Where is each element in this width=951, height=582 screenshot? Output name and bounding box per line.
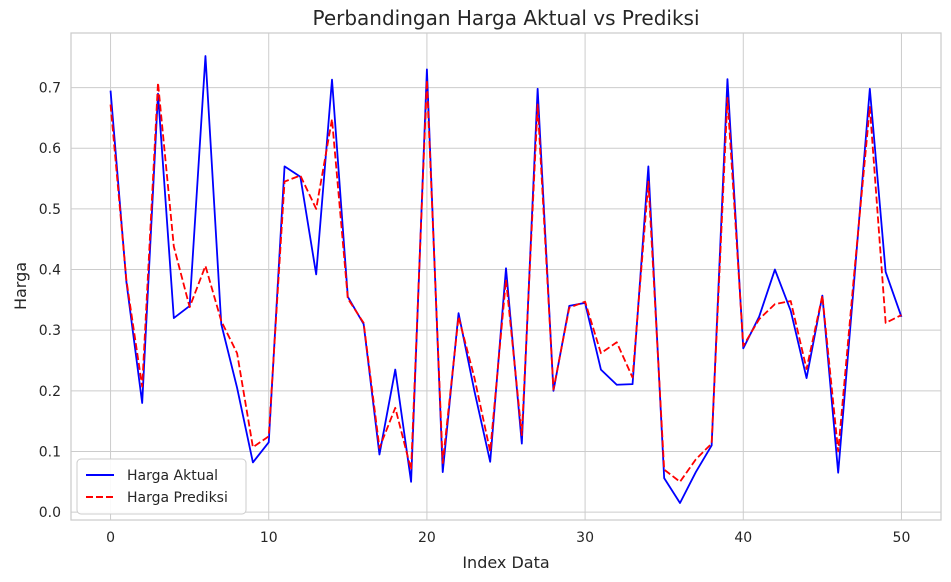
legend-box [76,458,247,515]
y-tick-label: 0.5 [39,202,61,218]
legend-label-harga-prediksi: Harga Prediksi [127,490,228,506]
x-tick-label: 10 [260,530,278,546]
y-axis-label: Harga [11,262,30,310]
chart-title: Perbandingan Harga Aktual vs Prediksi [312,6,699,30]
series-line-harga-aktual [109,55,903,504]
y-tick-label: 0.7 [39,81,61,97]
x-tick-label: 50 [893,530,911,546]
y-tick-label: 0.4 [39,263,61,279]
plot-area-frame [70,32,942,521]
y-tick-label: 0.6 [39,141,61,157]
series-lines [109,55,903,504]
x-tick-label: 0 [106,530,115,546]
y-tick-label: 0.1 [39,444,61,460]
y-tick-label: 0.3 [39,323,61,339]
x-tick-label: 20 [418,530,436,546]
legend-label-harga-aktual: Harga Aktual [127,468,218,484]
x-axis-label: Index Data [462,553,549,572]
x-tick-label: 30 [576,530,594,546]
y-tick-label: 0.0 [39,505,61,521]
x-tick-label: 40 [734,530,752,546]
tick-labels: 0 10 20 30 40 50 0.0 0.1 0.2 0.3 0.4 0.5 0.6 0.7 [39,81,911,546]
series-line-harga-prediksi [109,79,902,483]
legend: Harga Aktual Harga Prediksi [76,458,247,515]
y-tick-label: 0.2 [39,384,61,400]
